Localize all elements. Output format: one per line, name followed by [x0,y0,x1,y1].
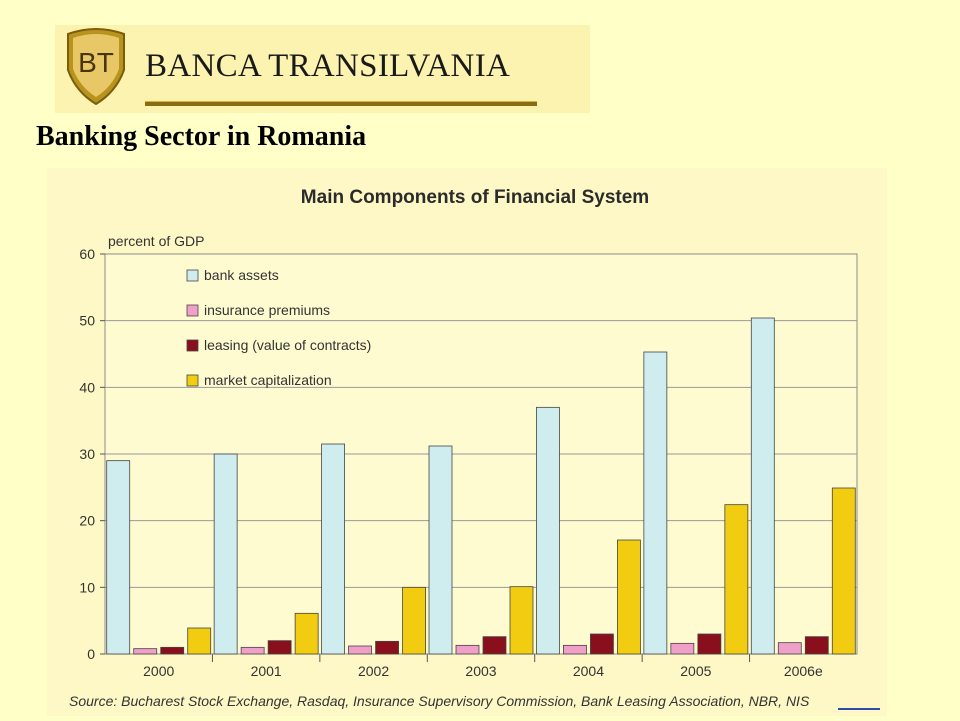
bar [455,644,480,655]
bar [536,406,560,655]
legend-swatch [186,269,199,282]
bar [831,487,856,655]
y-tick-label: 50 [79,313,95,329]
bar [375,640,399,655]
brand-underline [145,101,537,106]
header-band [55,25,590,113]
bar [294,612,319,655]
bar [267,640,292,655]
bar [563,644,587,655]
bar [106,460,131,655]
bar [697,633,722,655]
bar [187,627,212,655]
legend-label: leasing (value of contracts) [204,337,371,353]
bar [160,646,185,655]
bar [402,586,426,655]
bar [482,636,507,655]
legend-swatch [186,339,199,352]
bar [321,443,345,655]
x-tick-label: 2002 [358,663,389,679]
y-tick-label: 20 [79,513,95,529]
brand-name: BANCA TRANSILVANIA [145,48,511,84]
y-tick-label: 0 [87,646,95,662]
chart-panel: Main Components of Financial System perc… [47,168,887,716]
y-tick-label: 60 [79,246,95,262]
legend-swatch [186,304,199,317]
bar [617,539,641,655]
chart-title: Main Components of Financial System [301,187,649,208]
x-tick-label: 2006e [784,663,823,679]
bank-logo: BT [67,28,125,106]
legend-label: bank assets [204,267,279,283]
y-axis-label: percent of GDP [108,233,205,249]
bar [643,351,668,655]
x-tick-label: 2000 [143,663,174,679]
logo-text: BT [78,47,114,78]
y-tick-label: 30 [79,446,95,462]
bar [133,648,158,655]
bar [428,445,453,655]
bar [590,633,614,655]
corner-link-mark [838,708,880,710]
bar [777,642,802,655]
legend-label: market capitalization [204,372,332,388]
chart: Main Components of Financial System perc… [69,187,858,709]
x-tick-label: 2003 [465,663,496,679]
y-tick-label: 10 [79,579,95,595]
bar [804,636,829,655]
bar [509,586,534,655]
x-tick-label: 2001 [251,663,282,679]
y-tick-label: 40 [79,379,95,395]
bar [240,646,265,655]
legend-swatch [186,374,199,387]
bar [724,504,749,655]
source-note: Source: Bucharest Stock Exchange, Rasdaq… [69,693,810,709]
bar [750,317,775,655]
bar [348,645,372,655]
bar [670,642,695,655]
bar [213,453,238,655]
legend-label: insurance premiums [204,302,330,318]
slide-title: Banking Sector in Romania [36,121,367,152]
x-tick-label: 2004 [573,663,604,679]
x-tick-label: 2005 [680,663,711,679]
